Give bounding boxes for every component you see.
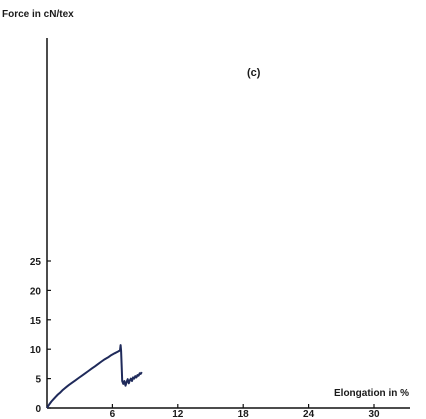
x-tick-label: 6 [110, 409, 116, 419]
y-tick-label: 5 [35, 375, 41, 386]
x-axis: 6 12 18 24 30 [47, 404, 410, 419]
panel-label: (c) [247, 67, 261, 79]
x-tick-label: 30 [368, 409, 380, 419]
y-tick-label: 15 [30, 316, 42, 327]
x-tick-label: 24 [303, 409, 315, 419]
y-tick-label: 25 [30, 257, 42, 268]
y-tick-label: 10 [30, 345, 42, 356]
y-axis: 0 5 10 15 20 25 [30, 38, 51, 415]
series-layer [46, 344, 143, 409]
x-tick-label: 12 [172, 409, 184, 419]
y-tick-label: 20 [30, 286, 42, 297]
y-tick-label: 0 [35, 404, 41, 415]
x-tick-label: 18 [238, 409, 250, 419]
series-line [46, 344, 143, 409]
y-axis-title: Force in cN/tex [2, 9, 74, 20]
x-axis-title: Elongation in % [334, 388, 409, 399]
